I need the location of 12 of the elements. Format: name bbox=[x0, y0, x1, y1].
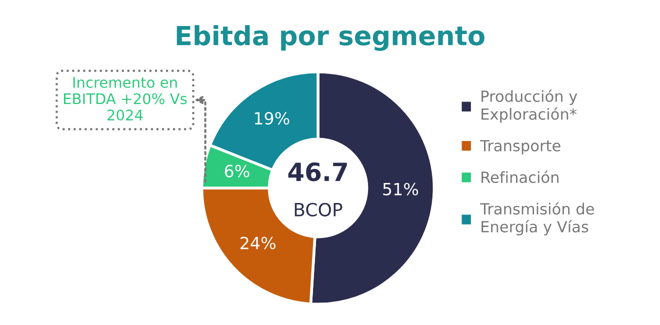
data-label: 24% bbox=[240, 236, 276, 250]
text: 46.7 bbox=[288, 162, 347, 182]
legend-label: Transporte bbox=[480, 140, 560, 154]
data-label: 51% bbox=[383, 182, 418, 196]
data-label: 19% bbox=[254, 112, 290, 125]
data-label: 6% bbox=[224, 164, 250, 178]
legend-label: Transmisión de Energía y Vías bbox=[480, 202, 594, 236]
legend-label: Producción y Exploración* bbox=[482, 90, 578, 123]
text: Incremento en EBITDA +20% Vs 2024 bbox=[64, 77, 187, 121]
legend-label: Refinación bbox=[482, 170, 558, 184]
chart-title: Ebitda por segmento bbox=[176, 25, 484, 51]
text: BCOP bbox=[294, 202, 342, 216]
